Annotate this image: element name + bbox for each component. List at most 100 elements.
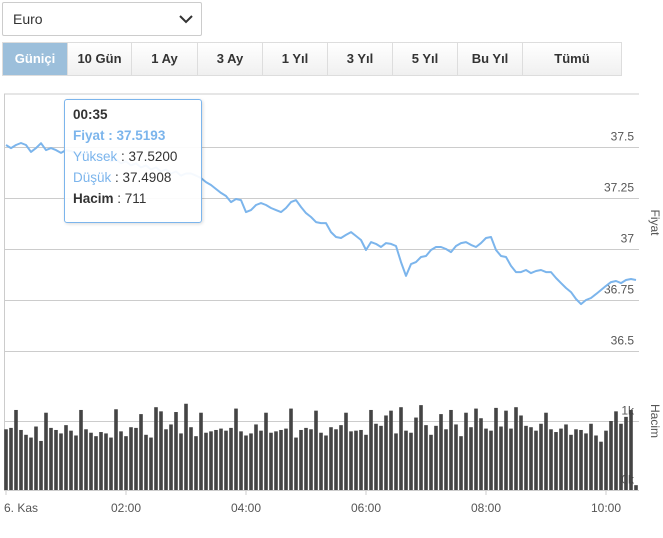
volume-bar (629, 409, 633, 490)
volume-bar (224, 430, 228, 490)
volume-bar (204, 432, 208, 490)
tooltip-label: Fiyat (73, 128, 105, 143)
volume-bar (179, 433, 183, 490)
volume-bar (569, 434, 573, 490)
volume-bar (249, 433, 253, 490)
volume-bar (319, 432, 323, 490)
range-button[interactable]: Güniçi (2, 42, 68, 76)
x-tick-label: 6. Kas (4, 501, 38, 515)
volume-bar (144, 434, 148, 490)
volume-bar (294, 437, 298, 490)
volume-bar (269, 432, 273, 490)
range-button[interactable]: 3 Yıl (328, 42, 393, 76)
range-button[interactable]: Bu Yıl (458, 42, 523, 76)
volume-bar (304, 427, 308, 490)
tooltip-label: Yüksek (73, 149, 118, 164)
volume-bar (229, 427, 233, 490)
volume-bar (549, 429, 553, 490)
volume-bar (44, 412, 48, 490)
volume-bar (19, 429, 23, 490)
range-button[interactable]: 3 Ay (198, 42, 263, 76)
volume-bar (69, 430, 73, 490)
volume-bar (544, 412, 548, 490)
y-tick-label: 37.25 (604, 181, 634, 195)
volume-bar (424, 425, 428, 490)
volume-bar (634, 485, 638, 490)
volume-bar (154, 407, 158, 490)
volume-bar (94, 436, 98, 490)
range-button[interactable]: 1 Yıl (263, 42, 328, 76)
volume-bar (134, 427, 138, 490)
volume-bar (49, 427, 53, 490)
volume-bar (519, 415, 523, 490)
volume-bar (404, 430, 408, 490)
volume-bar (434, 425, 438, 490)
volume-bar (354, 430, 358, 490)
tooltip-label: Düşük (73, 170, 112, 185)
volume-bar (474, 408, 478, 490)
volume-bar (429, 434, 433, 490)
volume-bar (129, 427, 133, 490)
volume-bar (309, 429, 313, 490)
volume-bar (589, 423, 593, 490)
volume-bar (514, 407, 518, 490)
volume-bar (279, 429, 283, 490)
tooltip: 00:35 Fiyat : 37.5193 Yüksek : 37.5200 Düş… (64, 99, 202, 223)
volume-bar (234, 408, 238, 490)
tooltip-label: Hacim (73, 191, 114, 206)
volume-bar (374, 423, 378, 490)
volume-bar (209, 431, 213, 490)
volume-bar (239, 431, 243, 490)
volume-bar (504, 410, 508, 490)
volume-bar (184, 403, 188, 490)
volume-bar (384, 415, 388, 490)
volume-bar (39, 440, 43, 490)
tooltip-value: : 37.5193 (108, 128, 166, 143)
volume-bar (314, 410, 318, 490)
volume-bar (439, 414, 443, 490)
volume-bar (199, 412, 203, 490)
tooltip-value: : 37.4908 (115, 170, 172, 185)
volume-bar (494, 407, 498, 490)
volume-bar (509, 428, 513, 490)
currency-dropdown[interactable]: Euro (2, 2, 202, 36)
range-button[interactable]: 10 Gün (68, 42, 132, 76)
volume-bar (349, 431, 353, 490)
volume-bar (99, 432, 103, 490)
volume-bar (324, 435, 328, 490)
volume-bar (114, 409, 118, 490)
volume-bar (84, 429, 88, 490)
volume-bar (444, 429, 448, 490)
volume-bar (389, 410, 393, 490)
volume-bar (244, 435, 248, 490)
range-button[interactable]: 1 Ay (132, 42, 198, 76)
volume-bar (614, 411, 618, 490)
volume-bar (414, 417, 418, 490)
volume-bar (399, 407, 403, 490)
volume-bar (9, 427, 13, 490)
volume-bar (274, 431, 278, 490)
volume-bar (409, 432, 413, 490)
tooltip-row: Hacim : 711 (73, 188, 197, 209)
volume-bar (344, 412, 348, 490)
volume-bar (534, 430, 538, 490)
range-button[interactable]: Tümü (523, 42, 622, 76)
volume-bar (79, 409, 83, 490)
volume-bar (169, 424, 173, 490)
volume-bar (564, 424, 568, 490)
range-button[interactable]: 5 Yıl (393, 42, 458, 76)
y2-tick-label: 1k (621, 404, 635, 418)
volume-bar (159, 411, 163, 490)
volume-bar (624, 416, 628, 490)
volume-bar (299, 429, 303, 490)
volume-bar (89, 432, 93, 490)
tooltip-value: : 711 (117, 191, 147, 206)
tooltip-time: 00:35 (73, 107, 108, 122)
volume-bar (54, 429, 58, 490)
volume-bar (574, 429, 578, 490)
volume-bar (189, 427, 193, 490)
volume-bar (124, 436, 128, 490)
volume-bar (359, 429, 363, 490)
volume-bar (469, 427, 473, 490)
